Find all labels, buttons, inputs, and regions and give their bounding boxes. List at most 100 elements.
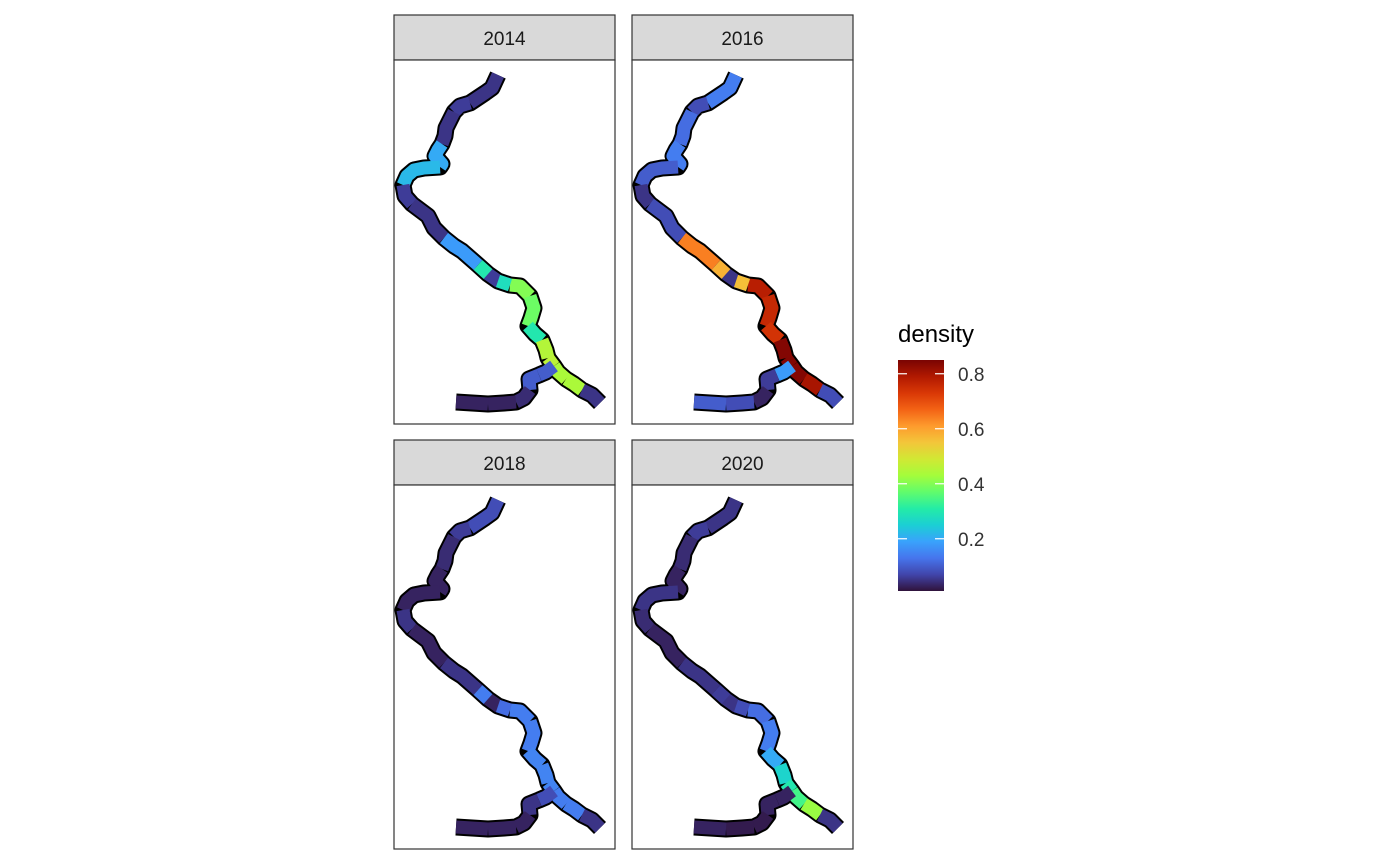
river-segment (635, 160, 679, 188)
river-segment (634, 608, 655, 634)
river-segment (759, 718, 779, 754)
facet-plot-area (393, 484, 616, 850)
river-segment (704, 72, 742, 109)
facet-strip-label: 2016 (721, 29, 763, 50)
river-branch-segment (751, 386, 774, 408)
river-branch-segment (513, 811, 536, 833)
river-segment (428, 565, 449, 596)
river-segment (733, 274, 751, 292)
river-segment (773, 337, 793, 360)
river-segment (535, 337, 555, 360)
river-branch-segment (774, 360, 796, 381)
river-segment (677, 232, 721, 270)
river-segment (747, 703, 773, 726)
river-segment (673, 109, 698, 147)
river-segment (439, 232, 483, 270)
river-segment (396, 608, 417, 634)
river-branch-segment (693, 820, 727, 836)
river-segment (761, 746, 785, 770)
river-branch-segment (455, 395, 489, 411)
river-segment (562, 373, 586, 396)
river-segment (495, 699, 513, 717)
river-branch-segment (760, 368, 780, 391)
facet-panel-2016: 2016 (631, 14, 854, 425)
river-branch-segment (522, 368, 542, 391)
river-segment (562, 798, 586, 821)
river-segment (687, 521, 710, 542)
river-segment (666, 565, 687, 596)
river-segment (817, 384, 843, 408)
river-branch-segment (725, 395, 755, 411)
river-segment (435, 534, 460, 572)
facet-strip (393, 14, 616, 61)
river-segment (646, 623, 687, 668)
river-segment (800, 373, 824, 396)
river-segment (711, 685, 731, 704)
facet-panel-2020: 2020 (631, 439, 854, 850)
river-segment (466, 497, 504, 534)
river-segment (521, 293, 541, 329)
river-segment (773, 762, 793, 785)
river-segment (495, 274, 513, 292)
river-segment (747, 278, 773, 301)
facet-plot-area (631, 59, 854, 425)
river-segment (473, 260, 493, 279)
river-segment (473, 685, 493, 704)
river-segment (466, 72, 504, 109)
density-legend: density 0.2 0.4 0.6 0.8 (898, 321, 985, 591)
river-branch-segment (693, 395, 727, 411)
river-segment (521, 718, 541, 754)
facet-strip-label: 2014 (483, 29, 526, 50)
river-segment (759, 293, 779, 329)
river-segment (523, 321, 547, 345)
river-segment (761, 321, 785, 345)
river-segment (408, 198, 449, 243)
river-branch-segment (487, 820, 517, 836)
river-segment (397, 160, 441, 188)
river-segment (704, 497, 742, 534)
river-branch-segment (487, 395, 517, 411)
river-segment (535, 762, 555, 785)
legend-tick-label: 0.8 (958, 365, 984, 386)
river-segment (439, 657, 483, 695)
river-branch-segment (751, 811, 774, 833)
facet-strip-label: 2020 (721, 454, 763, 475)
river-segment (711, 260, 731, 279)
river-branch-segment (513, 386, 536, 408)
river-segment (435, 109, 460, 147)
river-segment (677, 657, 721, 695)
facet-panel-2014: 2014 (393, 14, 616, 425)
river-segment (673, 534, 698, 572)
river-segment (523, 746, 547, 770)
facet-strip-label: 2018 (483, 454, 525, 475)
river-branch-segment (455, 820, 489, 836)
legend-tick-label: 0.4 (958, 475, 985, 496)
river-segment (733, 699, 751, 717)
river-segment (509, 703, 535, 726)
river-branch-segment (760, 793, 780, 816)
river-segment (687, 96, 710, 117)
facet-panel-2018: 2018 (393, 439, 616, 850)
river-segment (579, 384, 605, 408)
legend-title: density (898, 321, 974, 348)
river-segment (449, 96, 472, 117)
river-segment (666, 140, 687, 171)
legend-tick-label: 0.2 (958, 530, 984, 551)
river-branch-segment (725, 820, 755, 836)
facet-strip (631, 14, 854, 61)
river-branch-segment (774, 785, 796, 806)
river-branch-segment (536, 360, 558, 381)
river-branch-segment (522, 793, 542, 816)
river-segment (509, 278, 535, 301)
river-segment (817, 809, 843, 833)
facet-strip (393, 439, 616, 486)
legend-colorbar (898, 360, 944, 591)
facet-strip (631, 439, 854, 486)
river-segment (579, 809, 605, 833)
river-segment (408, 623, 449, 668)
river-segment (634, 183, 655, 209)
river-segment (635, 585, 679, 613)
river-segment (428, 140, 449, 171)
river-segment (396, 183, 417, 209)
